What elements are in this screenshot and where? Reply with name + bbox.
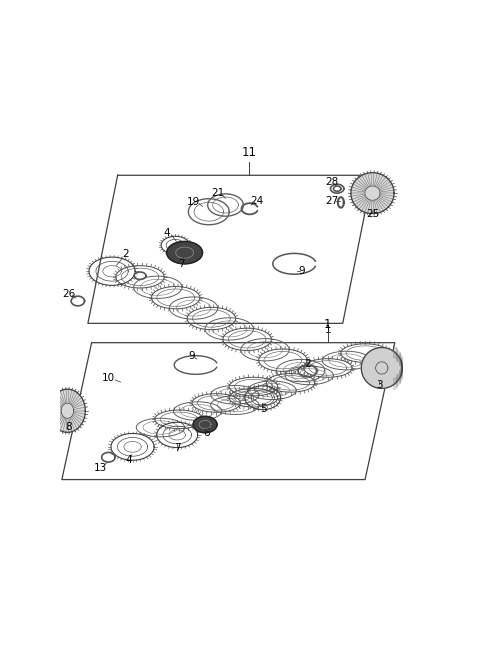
Text: 1: 1 bbox=[324, 325, 331, 335]
Text: 13: 13 bbox=[94, 464, 107, 474]
Text: 28: 28 bbox=[325, 177, 338, 187]
Polygon shape bbox=[193, 417, 217, 433]
Text: 9: 9 bbox=[299, 266, 305, 276]
Text: 19: 19 bbox=[187, 197, 201, 207]
Text: 2: 2 bbox=[304, 358, 311, 369]
Text: 8: 8 bbox=[65, 422, 72, 432]
Text: 7: 7 bbox=[174, 443, 181, 453]
Polygon shape bbox=[167, 242, 203, 264]
Text: 10: 10 bbox=[102, 373, 115, 383]
Text: 2: 2 bbox=[122, 249, 129, 259]
Polygon shape bbox=[49, 389, 85, 432]
Text: 4: 4 bbox=[163, 227, 170, 238]
Text: 3: 3 bbox=[376, 381, 383, 390]
Polygon shape bbox=[351, 173, 394, 214]
Text: 7: 7 bbox=[178, 259, 185, 269]
Text: 5: 5 bbox=[261, 403, 267, 413]
Text: 4: 4 bbox=[125, 455, 132, 465]
Text: 21: 21 bbox=[212, 188, 225, 198]
Text: 25: 25 bbox=[366, 208, 379, 219]
Text: 24: 24 bbox=[251, 196, 264, 206]
Polygon shape bbox=[361, 348, 402, 388]
Text: 6: 6 bbox=[204, 428, 210, 438]
Text: 26: 26 bbox=[63, 289, 76, 299]
Text: 1: 1 bbox=[324, 318, 332, 331]
Text: 27: 27 bbox=[325, 196, 338, 206]
Text: 11: 11 bbox=[241, 146, 256, 159]
Text: 9: 9 bbox=[189, 351, 195, 361]
